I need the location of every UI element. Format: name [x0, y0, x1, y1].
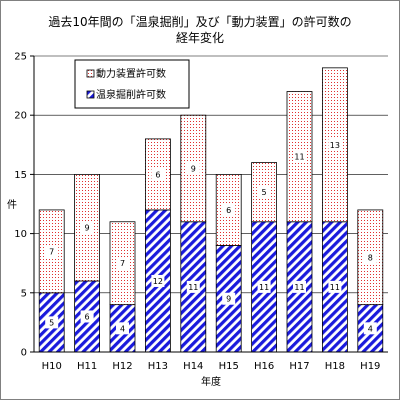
data-label: 9: [191, 164, 196, 173]
x-tick-labels: H10 H11 H12 H13 H14 H15 H16 H17 H18 H19: [42, 361, 381, 372]
y-tick-label: 0: [21, 348, 27, 359]
legend-swatch-power: [86, 69, 95, 78]
data-label-bg: [80, 221, 94, 234]
data-label-bg: [328, 280, 342, 293]
x-tick-label: H15: [219, 361, 239, 372]
data-label: 6: [155, 170, 160, 179]
data-label-bg: [151, 168, 165, 181]
legend-label-power: 動力装置許可数: [96, 67, 166, 80]
data-label-bg: [257, 280, 271, 293]
x-tick-label: H10: [42, 361, 62, 372]
data-label-bg: [186, 280, 200, 293]
data-label: 11: [294, 283, 304, 292]
data-label: 11: [330, 283, 340, 292]
x-tick-label: H16: [254, 361, 274, 372]
data-label: 5: [49, 318, 54, 327]
data-label: 7: [49, 247, 54, 256]
data-label-bg: [293, 280, 306, 293]
data-label-bg: [363, 322, 377, 335]
y-tick-label: 15: [14, 170, 27, 181]
data-label: 11: [259, 283, 269, 292]
data-label-bg: [222, 203, 236, 216]
data-label: 9: [85, 224, 90, 233]
data-label-bg: [45, 316, 59, 329]
data-label: 11: [188, 283, 198, 292]
bars-group: [38, 67, 384, 353]
data-label: 6: [85, 312, 90, 321]
y-tick-labels: 0 5 10 15 20 25: [14, 52, 34, 359]
data-label: 4: [368, 324, 373, 333]
data-label: 9: [226, 295, 231, 304]
chart-title-line-2: 経年変化: [176, 30, 224, 45]
x-tick-label: H14: [183, 361, 203, 372]
data-label: 11: [294, 153, 304, 162]
data-label: 8: [368, 253, 373, 262]
data-label: 4: [120, 324, 125, 333]
data-label: 7: [120, 259, 125, 268]
data-label: 5: [262, 188, 267, 197]
data-label-bg: [116, 322, 129, 335]
x-tick-label: H12: [112, 361, 132, 372]
y-tick-label: 25: [14, 52, 27, 63]
x-tick-label: H18: [325, 361, 345, 372]
data-label-bg: [363, 251, 377, 264]
data-label: 13: [330, 141, 340, 150]
data-label: 6: [226, 206, 231, 215]
legend: 動力装置許可数 温泉掘削許可数: [74, 59, 190, 109]
data-label-bg: [151, 274, 165, 287]
data-label-bg: [45, 245, 59, 258]
x-tick-label: H11: [77, 361, 97, 372]
chart-title-line-1: 過去10年間の「温泉掘削」及び「動力装置」の許可数の: [48, 14, 351, 29]
legend-swatch-drilling: [86, 90, 95, 99]
y-tick-label: 10: [14, 229, 27, 240]
x-tick-label: H17: [289, 361, 309, 372]
y-axis-title: 件: [7, 199, 17, 211]
data-label-bg: [186, 162, 200, 175]
data-label-bg: [80, 310, 94, 323]
y-tick-label: 5: [21, 288, 27, 299]
data-label-bg: [116, 257, 129, 270]
segment-labels-group: 5 7 6 9 4 7 12 6 11 9 9 6 11 5 11 11 11 13 4 8: [45, 138, 377, 335]
data-label-bg: [328, 138, 342, 151]
data-label-bg: [257, 186, 271, 199]
x-tick-label: H19: [360, 361, 380, 372]
y-tick-label: 20: [14, 111, 27, 122]
data-label: 12: [153, 277, 163, 286]
legend-box: [74, 59, 190, 109]
data-label-bg: [293, 150, 306, 163]
legend-label-drilling: 温泉掘削許可数: [96, 88, 166, 101]
x-axis-title: 年度: [201, 375, 221, 388]
data-label-bg: [222, 292, 236, 305]
x-tick-label: H13: [148, 361, 168, 372]
